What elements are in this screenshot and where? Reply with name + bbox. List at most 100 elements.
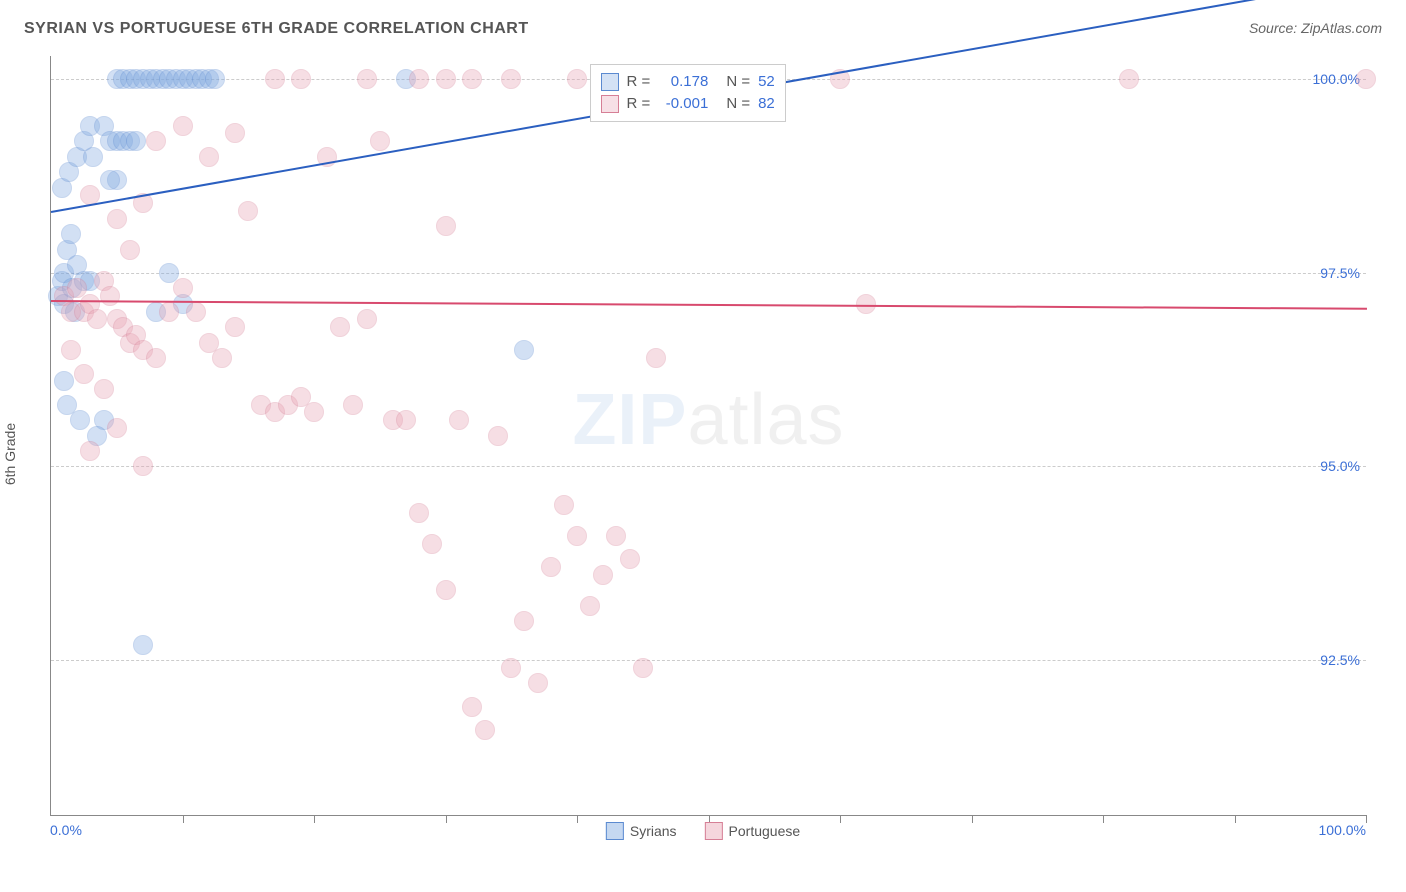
series-legend: Syrians Portuguese — [606, 822, 800, 840]
gridline-h — [51, 466, 1366, 467]
scatter-point — [541, 557, 561, 577]
scatter-point — [107, 209, 127, 229]
legend-swatch-icon — [606, 822, 624, 840]
x-tick-mark — [446, 815, 447, 823]
scatter-point — [87, 309, 107, 329]
scatter-point — [514, 340, 534, 360]
chart-title: SYRIAN VS PORTUGUESE 6TH GRADE CORRELATI… — [24, 20, 529, 38]
x-tick-mark — [314, 815, 315, 823]
scatter-point — [475, 720, 495, 740]
scatter-point — [212, 348, 232, 368]
scatter-point — [61, 340, 81, 360]
scatter-point — [462, 69, 482, 89]
scatter-point — [159, 302, 179, 322]
y-tick-label: 100.0% — [1313, 71, 1360, 87]
scatter-point — [173, 278, 193, 298]
legend-r-value: -0.001 — [658, 95, 708, 112]
y-tick-label: 92.5% — [1320, 652, 1360, 668]
legend-n-label: N = — [726, 73, 750, 90]
watermark: ZIPatlas — [572, 379, 844, 461]
scatter-point — [567, 69, 587, 89]
x-max-label: 100.0% — [1319, 822, 1366, 838]
scatter-point — [330, 317, 350, 337]
scatter-point — [133, 456, 153, 476]
scatter-point — [620, 549, 640, 569]
scatter-point — [225, 123, 245, 143]
scatter-point — [409, 503, 429, 523]
scatter-point — [567, 526, 587, 546]
x-tick-mark — [577, 815, 578, 823]
scatter-point — [501, 658, 521, 678]
source-label: Source: ZipAtlas.com — [1249, 20, 1382, 36]
scatter-point — [436, 216, 456, 236]
legend-swatch-icon — [601, 95, 619, 113]
legend-series-label: Syrians — [630, 823, 677, 839]
scatter-point — [80, 441, 100, 461]
legend-swatch-icon — [601, 73, 619, 91]
scatter-point — [133, 635, 153, 655]
scatter-point — [370, 131, 390, 151]
scatter-point — [225, 317, 245, 337]
scatter-point — [61, 224, 81, 244]
scatter-point — [436, 580, 456, 600]
scatter-point — [1356, 69, 1376, 89]
x-tick-mark — [972, 815, 973, 823]
watermark-atlas: atlas — [687, 380, 844, 460]
scatter-point — [126, 131, 146, 151]
scatter-point — [304, 402, 324, 422]
scatter-point — [199, 147, 219, 167]
scatter-point — [186, 302, 206, 322]
scatter-point — [580, 596, 600, 616]
legend-row: R =0.178N =52 — [601, 71, 775, 93]
scatter-point — [343, 395, 363, 415]
trend-line — [51, 300, 1367, 310]
legend-swatch-icon — [705, 822, 723, 840]
scatter-point — [396, 410, 416, 430]
scatter-point — [146, 348, 166, 368]
legend-n-value: 52 — [758, 73, 775, 90]
scatter-point — [205, 69, 225, 89]
scatter-point — [449, 410, 469, 430]
scatter-point — [1119, 69, 1139, 89]
legend-row: R =-0.001N =82 — [601, 93, 775, 115]
scatter-point — [633, 658, 653, 678]
scatter-point — [646, 348, 666, 368]
gridline-h — [51, 660, 1366, 661]
x-tick-mark — [840, 815, 841, 823]
scatter-point — [514, 611, 534, 631]
scatter-point — [100, 286, 120, 306]
scatter-point — [422, 534, 442, 554]
plot-area: ZIPatlas 92.5% 95.0% 97.5% 100.0% — [50, 56, 1366, 816]
scatter-point — [54, 371, 74, 391]
x-tick-mark — [1103, 815, 1104, 823]
scatter-point — [554, 495, 574, 515]
scatter-point — [436, 69, 456, 89]
y-tick-label: 97.5% — [1320, 265, 1360, 281]
correlation-legend: R =0.178N =52R =-0.001N =82 — [590, 64, 786, 122]
scatter-point — [238, 201, 258, 221]
scatter-point — [146, 131, 166, 151]
scatter-point — [606, 526, 626, 546]
x-tick-mark — [1235, 815, 1236, 823]
scatter-point — [593, 565, 613, 585]
scatter-point — [107, 418, 127, 438]
scatter-point — [94, 379, 114, 399]
x-tick-mark — [1366, 815, 1367, 823]
legend-item: Syrians — [606, 822, 677, 840]
x-min-label: 0.0% — [50, 822, 82, 838]
legend-n-label: N = — [726, 95, 750, 112]
scatter-point — [100, 170, 120, 190]
y-tick-label: 95.0% — [1320, 458, 1360, 474]
scatter-point — [501, 69, 521, 89]
legend-r-label: R = — [627, 95, 651, 112]
legend-series-label: Portuguese — [729, 823, 801, 839]
scatter-point — [357, 69, 377, 89]
gridline-h — [51, 273, 1366, 274]
legend-r-value: 0.178 — [658, 73, 708, 90]
scatter-point — [83, 147, 103, 167]
scatter-point — [488, 426, 508, 446]
scatter-point — [462, 697, 482, 717]
scatter-point — [265, 69, 285, 89]
scatter-point — [70, 410, 90, 430]
scatter-point — [120, 240, 140, 260]
